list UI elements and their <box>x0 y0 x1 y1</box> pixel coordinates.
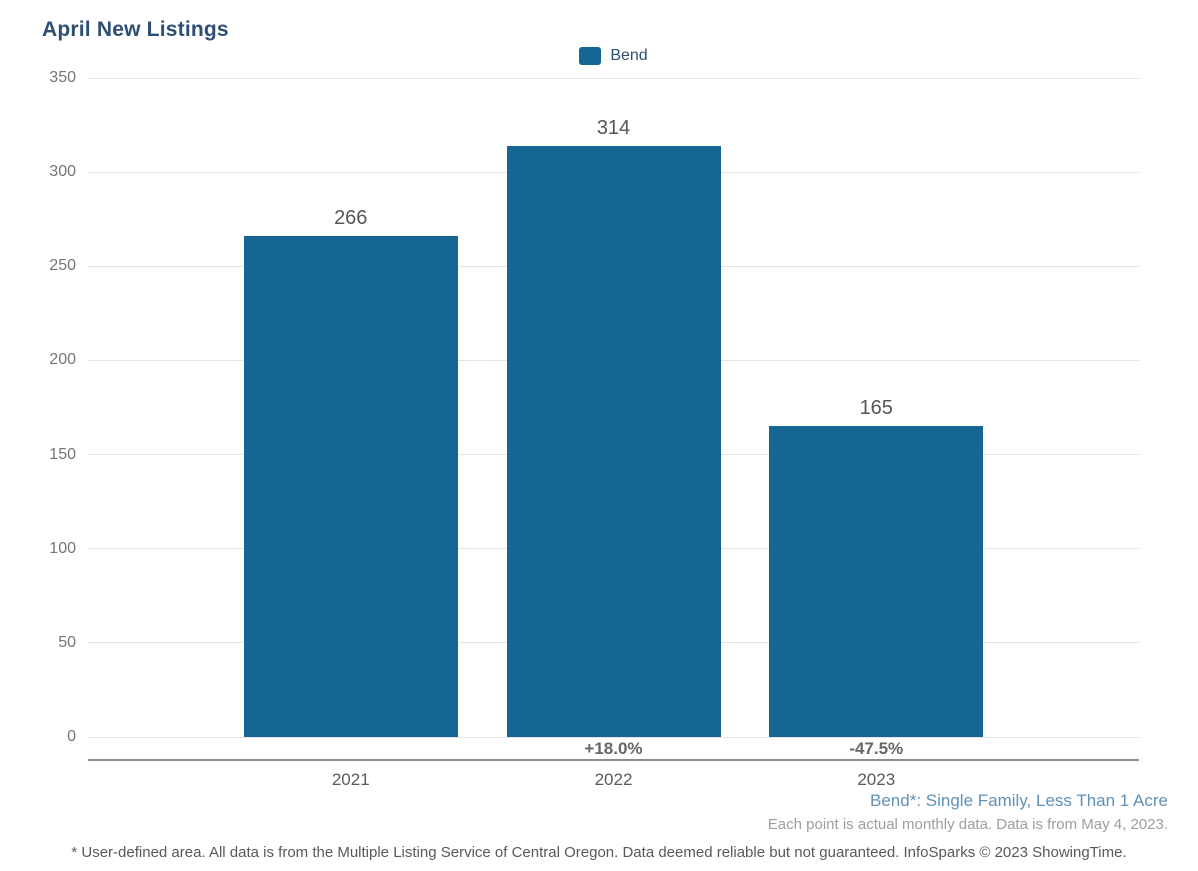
bar-value-label-2023: 165 <box>859 397 893 420</box>
pct-change-label-2023: -47.5% <box>849 739 904 758</box>
legend: Bend <box>88 47 1139 65</box>
disclaimer-note: * User-defined area. All data is from th… <box>71 844 1127 861</box>
y-tick-label-250: 250 <box>49 257 76 275</box>
legend-swatch-icon <box>579 47 602 65</box>
y-tick-label-200: 200 <box>49 351 76 369</box>
x-tick-label-2023: 2023 <box>857 770 896 789</box>
data-source-note: Each point is actual monthly data. Data … <box>767 816 1168 833</box>
y-tick-label-300: 300 <box>49 163 76 181</box>
legend-label: Bend <box>610 47 648 64</box>
bar-2021[interactable] <box>243 236 458 737</box>
series-definition-note: Bend*: Single Family, Less Than 1 Acre <box>870 791 1168 810</box>
bar-2022[interactable] <box>506 145 721 737</box>
chart-title: April New Listings <box>42 18 229 41</box>
pct-change-label-2022: +18.0% <box>584 739 643 758</box>
legend-item-bend[interactable]: Bend <box>579 47 648 65</box>
bar-value-label-2022: 314 <box>596 116 631 139</box>
y-tick-label-0: 0 <box>67 728 76 745</box>
gridline-0 <box>88 736 1139 738</box>
y-tick-label-100: 100 <box>49 539 76 557</box>
bar-value-label-2021: 266 <box>334 207 368 230</box>
x-axis-line <box>88 759 1139 761</box>
x-tick-label-2022: 2022 <box>594 770 633 789</box>
bar-2023[interactable] <box>769 426 984 737</box>
y-tick-label-50: 50 <box>58 633 76 651</box>
y-tick-label-150: 150 <box>49 445 76 463</box>
gridline-350 <box>88 77 1139 79</box>
x-tick-label-2021: 2021 <box>331 770 370 789</box>
y-tick-label-350: 350 <box>49 69 76 86</box>
